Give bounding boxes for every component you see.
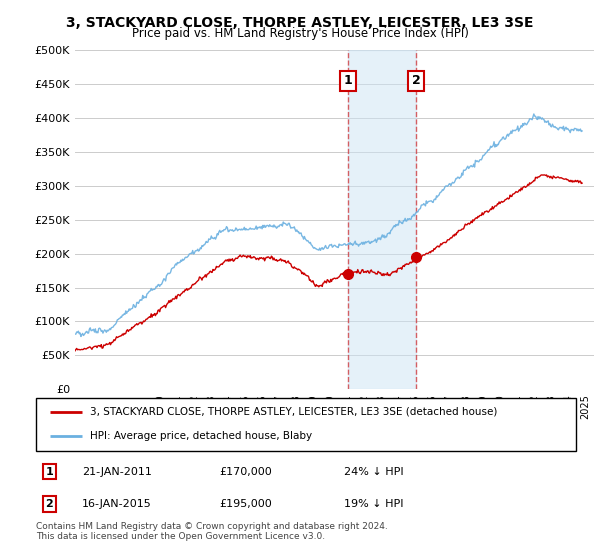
Text: 2: 2 <box>46 499 53 509</box>
Text: 1: 1 <box>46 466 53 477</box>
Text: Price paid vs. HM Land Registry's House Price Index (HPI): Price paid vs. HM Land Registry's House … <box>131 27 469 40</box>
Text: 1: 1 <box>344 74 352 87</box>
Text: 3, STACKYARD CLOSE, THORPE ASTLEY, LEICESTER, LE3 3SE: 3, STACKYARD CLOSE, THORPE ASTLEY, LEICE… <box>66 16 534 30</box>
Bar <box>348 50 416 389</box>
Text: 2: 2 <box>412 74 421 87</box>
Text: £170,000: £170,000 <box>220 466 272 477</box>
Text: Contains HM Land Registry data © Crown copyright and database right 2024.
This d: Contains HM Land Registry data © Crown c… <box>36 522 388 542</box>
Text: 3, STACKYARD CLOSE, THORPE ASTLEY, LEICESTER, LE3 3SE (detached house): 3, STACKYARD CLOSE, THORPE ASTLEY, LEICE… <box>90 407 497 417</box>
Text: 24% ↓ HPI: 24% ↓ HPI <box>344 466 403 477</box>
Text: 19% ↓ HPI: 19% ↓ HPI <box>344 499 403 509</box>
Text: HPI: Average price, detached house, Blaby: HPI: Average price, detached house, Blab… <box>90 431 312 441</box>
Text: 21-JAN-2011: 21-JAN-2011 <box>82 466 152 477</box>
Text: 16-JAN-2015: 16-JAN-2015 <box>82 499 152 509</box>
Text: £195,000: £195,000 <box>220 499 272 509</box>
